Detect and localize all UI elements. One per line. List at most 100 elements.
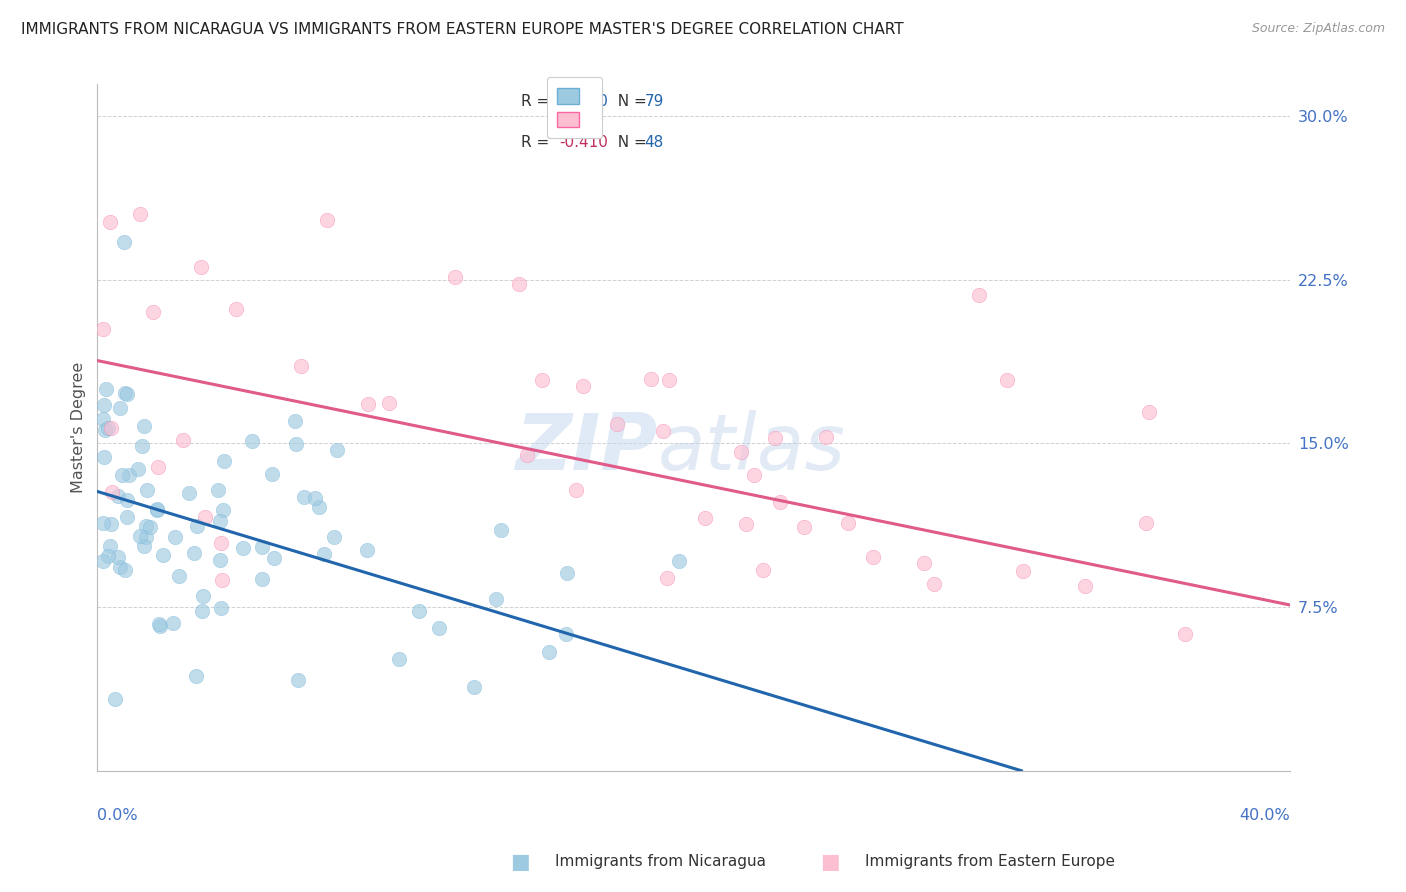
Point	[815, 430, 838, 444]
Point	[769, 495, 792, 509]
Point	[263, 551, 285, 566]
Point	[1012, 565, 1035, 579]
Point	[142, 305, 165, 319]
Point	[316, 213, 339, 227]
Point	[96, 383, 118, 397]
Point	[658, 373, 681, 387]
Point	[377, 396, 399, 410]
Point	[97, 421, 120, 435]
Point	[98, 214, 121, 228]
Point	[111, 468, 134, 483]
Point	[292, 490, 315, 504]
Point	[252, 540, 274, 554]
Point	[91, 322, 114, 336]
Point	[1137, 405, 1160, 419]
Point	[357, 397, 380, 411]
Point	[668, 554, 690, 568]
Text: N =: N =	[607, 94, 651, 109]
Point	[208, 514, 231, 528]
Point	[388, 651, 411, 665]
Point	[735, 517, 758, 532]
Point	[323, 530, 346, 544]
Point	[91, 516, 114, 531]
Point	[565, 483, 588, 497]
Legend: , : ,	[547, 78, 602, 138]
Point	[763, 431, 786, 445]
Point	[118, 468, 141, 483]
Point	[209, 536, 232, 550]
Point	[211, 573, 233, 587]
Point	[98, 539, 121, 553]
Point	[191, 604, 214, 618]
Point	[240, 434, 263, 448]
Text: N =: N =	[607, 135, 651, 150]
Point	[183, 546, 205, 560]
Point	[108, 560, 131, 574]
Point	[463, 680, 485, 694]
Point	[304, 491, 326, 505]
Text: R =: R =	[520, 135, 554, 150]
Point	[312, 547, 335, 561]
Text: ■: ■	[510, 852, 530, 871]
Text: ■: ■	[820, 852, 839, 871]
Point	[508, 277, 530, 291]
Point	[211, 502, 233, 516]
Point	[91, 553, 114, 567]
Point	[284, 414, 307, 428]
Point	[408, 604, 430, 618]
Point	[91, 412, 114, 426]
Point	[115, 509, 138, 524]
Point	[995, 373, 1018, 387]
Point	[107, 549, 129, 564]
Point	[530, 373, 553, 387]
Point	[967, 287, 990, 301]
Text: Source: ZipAtlas.com: Source: ZipAtlas.com	[1251, 22, 1385, 36]
Point	[100, 485, 122, 500]
Point	[148, 617, 170, 632]
Point	[207, 483, 229, 497]
Point	[94, 423, 117, 437]
Point	[184, 668, 207, 682]
Point	[862, 549, 884, 564]
Point	[308, 500, 330, 514]
Point	[427, 621, 450, 635]
Point	[108, 401, 131, 416]
Point	[214, 454, 236, 468]
Point	[326, 442, 349, 457]
Point	[139, 520, 162, 534]
Point	[172, 434, 194, 448]
Point	[100, 516, 122, 531]
Text: 0.0%: 0.0%	[97, 808, 138, 823]
Point	[730, 444, 752, 458]
Text: 40.0%: 40.0%	[1239, 808, 1289, 823]
Point	[131, 439, 153, 453]
Point	[112, 235, 135, 249]
Point	[640, 372, 662, 386]
Point	[793, 520, 815, 534]
Point	[554, 627, 576, 641]
Point	[1174, 626, 1197, 640]
Point	[100, 421, 122, 435]
Point	[652, 424, 675, 438]
Point	[250, 572, 273, 586]
Point	[232, 541, 254, 556]
Point	[127, 462, 149, 476]
Text: Immigrants from Nicaragua: Immigrants from Nicaragua	[555, 855, 766, 869]
Point	[136, 483, 159, 498]
Point	[922, 576, 945, 591]
Point	[135, 530, 157, 544]
Point	[209, 601, 232, 615]
Point	[208, 553, 231, 567]
Point	[193, 589, 215, 603]
Point	[115, 493, 138, 508]
Point	[290, 359, 312, 373]
Text: -0.440: -0.440	[558, 94, 607, 109]
Point	[114, 385, 136, 400]
Point	[742, 468, 765, 483]
Point	[356, 543, 378, 558]
Point	[516, 448, 538, 462]
Text: ZIP: ZIP	[516, 409, 658, 486]
Text: atlas: atlas	[658, 409, 845, 486]
Text: IMMIGRANTS FROM NICARAGUA VS IMMIGRANTS FROM EASTERN EUROPE MASTER'S DEGREE CORR: IMMIGRANTS FROM NICARAGUA VS IMMIGRANTS …	[21, 22, 904, 37]
Point	[165, 530, 187, 544]
